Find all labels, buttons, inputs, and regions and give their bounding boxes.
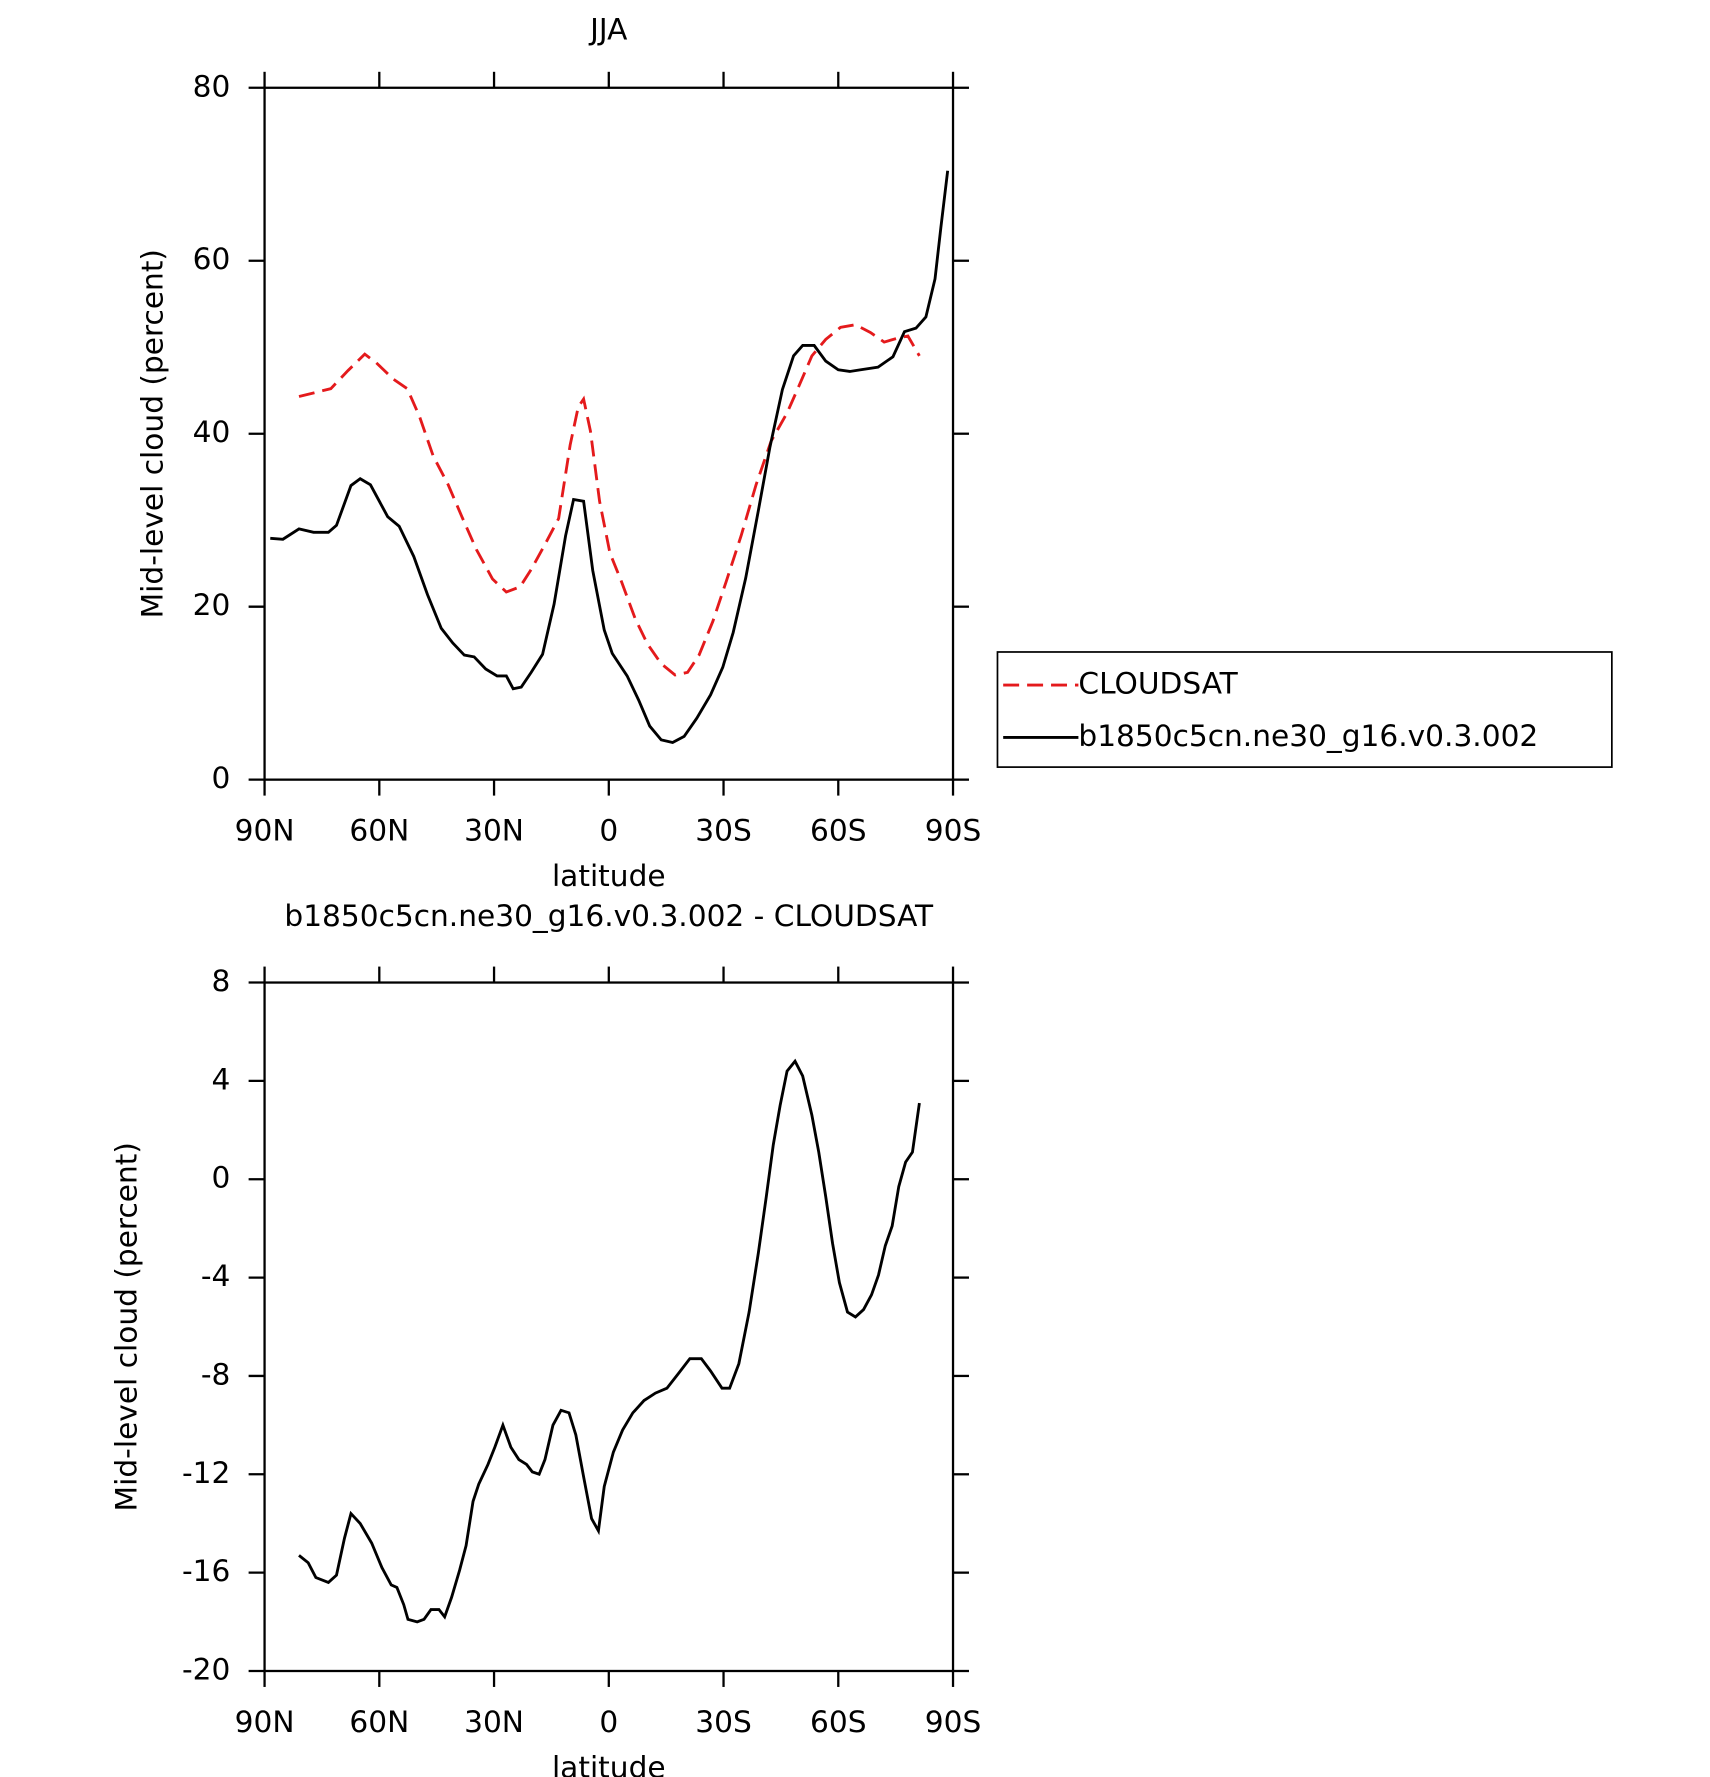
y-tick-label: 80	[193, 68, 231, 103]
y-tick-label: 8	[212, 963, 231, 998]
y-tick-label: 20	[193, 587, 231, 622]
legend-box	[996, 651, 1613, 768]
y-tick-label: 60	[193, 241, 231, 276]
chart-title: JJA	[588, 11, 628, 46]
y-tick-label: -16	[182, 1553, 230, 1588]
x-tick-label: 30N	[464, 1704, 524, 1739]
y-tick-label: 4	[212, 1061, 231, 1096]
data-line	[270, 170, 950, 744]
x-tick-label: 90S	[925, 1704, 982, 1739]
data-line	[298, 1058, 921, 1624]
y-axis-label: Mid-level cloud (percent)	[135, 249, 170, 618]
y-tick-label: -8	[201, 1356, 231, 1391]
x-axis-label: latitude	[552, 1750, 666, 1777]
x-tick-label: 0	[599, 813, 618, 848]
x-tick-label: 90N	[235, 813, 295, 848]
plot-frame	[263, 86, 955, 781]
y-tick-label: -20	[182, 1651, 230, 1686]
legend-label: CLOUDSAT	[1078, 666, 1238, 701]
x-tick-label: 30N	[464, 813, 524, 848]
y-axis-label: Mid-level cloud (percent)	[108, 1142, 143, 1511]
x-tick-label: 60N	[349, 813, 409, 848]
x-tick-label: 90S	[925, 813, 982, 848]
x-tick-label: 90N	[235, 1704, 295, 1739]
x-tick-label: 60S	[810, 1704, 867, 1739]
x-tick-label: 60S	[810, 813, 867, 848]
y-tick-label: -12	[182, 1455, 230, 1490]
x-tick-label: 60N	[349, 1704, 409, 1739]
x-axis-label: latitude	[552, 858, 666, 893]
y-tick-label: -4	[201, 1258, 231, 1293]
y-tick-label: 0	[212, 760, 231, 795]
chart-title: b1850c5cn.ne30_g16.v0.3.002 - CLOUDSAT	[284, 898, 934, 933]
x-tick-label: 30S	[695, 1704, 752, 1739]
x-tick-label: 0	[599, 1704, 618, 1739]
x-tick-label: 30S	[695, 813, 752, 848]
plot-frame	[263, 981, 955, 1673]
y-tick-label: 0	[212, 1160, 231, 1195]
data-line	[298, 323, 921, 677]
y-tick-label: 40	[193, 414, 231, 449]
legend-label: b1850c5cn.ne30_g16.v0.3.002	[1078, 718, 1538, 753]
